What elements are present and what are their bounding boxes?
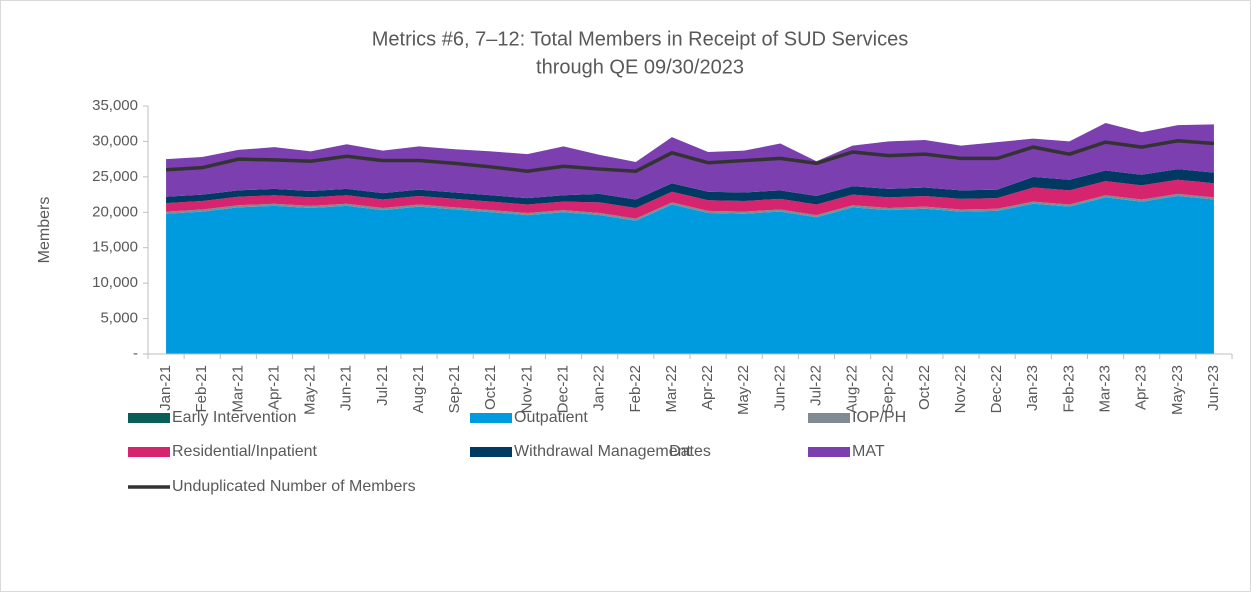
x-tick-label: Jun-21 (338, 365, 355, 411)
x-tick-label: Apr-22 (699, 365, 716, 410)
x-tick-label: Feb-21 (193, 365, 210, 413)
x-tick-label: May-23 (1169, 365, 1186, 415)
x-tick-label: Sep-21 (446, 365, 463, 413)
x-tick-label: May-21 (302, 365, 319, 415)
x-tick-label: Jan-21 (157, 365, 174, 411)
chart-title: Metrics #6, 7–12: Total Members in Recei… (372, 28, 909, 50)
area (166, 123, 1214, 200)
legend-swatch (128, 447, 170, 457)
legend-swatch (128, 413, 170, 423)
x-tick-label: Mar-23 (1097, 365, 1114, 413)
y-tick-label: 25,000 (92, 168, 138, 185)
area (166, 195, 1214, 354)
legend-label: MAT (852, 443, 885, 460)
x-tick-label: Feb-22 (627, 365, 644, 413)
x-tick-label: Jul-21 (374, 365, 391, 406)
x-tick-label: Apr-21 (265, 365, 282, 410)
y-tick-label: 35,000 (92, 97, 138, 114)
x-tick-label: May-22 (735, 365, 752, 415)
y-tick-label: 30,000 (92, 132, 138, 149)
x-tick-label: Nov-21 (518, 365, 535, 413)
legend-label: Early Intervention (172, 409, 297, 426)
area (166, 179, 1214, 219)
x-tick-label: Aug-21 (410, 365, 427, 413)
x-tick-label: Jan-23 (1024, 365, 1041, 411)
legend-label: Withdrawal Management (514, 443, 692, 460)
x-tick-label: Jul-22 (807, 365, 824, 406)
legend-swatch (470, 447, 512, 457)
x-tick-label: Mar-22 (663, 365, 680, 413)
legend-label: Residential/Inpatient (172, 443, 318, 460)
x-tick-label: Jun-22 (771, 365, 788, 411)
x-tick-label: Dec-21 (555, 365, 572, 413)
legend-label: Unduplicated Number of Members (172, 478, 416, 495)
x-tick-label: Aug-22 (844, 365, 861, 413)
y-tick-label: 5,000 (100, 310, 138, 327)
y-tick-label: 20,000 (92, 203, 138, 220)
x-axis-label: Dates (669, 443, 711, 460)
legend-swatch (808, 413, 850, 423)
y-tick-label: - (133, 345, 138, 362)
line (165, 138, 1215, 173)
legend-swatch (808, 447, 850, 457)
x-tick-label: Nov-22 (952, 365, 969, 413)
x-tick-label: Apr-23 (1133, 365, 1150, 410)
x-tick-label: Sep-22 (880, 365, 897, 413)
legend-swatch (470, 413, 512, 423)
legend-label: Outpatient (514, 409, 588, 426)
x-tick-label: Jun-23 (1205, 365, 1222, 411)
y-tick-label: 15,000 (92, 239, 138, 256)
x-tick-label: Oct-22 (916, 365, 933, 410)
x-tick-label: Feb-23 (1060, 365, 1077, 413)
y-tick-label: 10,000 (92, 274, 138, 291)
area (166, 169, 1214, 209)
chart-subtitle: through QE 09/30/2023 (536, 56, 744, 78)
x-tick-label: Mar-21 (229, 365, 246, 413)
y-axis-label: Members (36, 197, 53, 264)
x-tick-label: Jan-22 (591, 365, 608, 411)
x-tick-label: Oct-21 (482, 365, 499, 410)
area (166, 193, 1214, 221)
legend-label: IOP/PH (852, 409, 906, 426)
x-tick-label: Dec-22 (988, 365, 1005, 413)
